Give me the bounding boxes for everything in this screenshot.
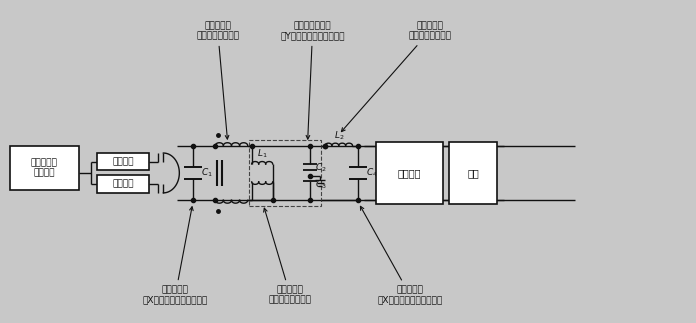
Bar <box>248 140 321 206</box>
Bar <box>10 146 79 190</box>
Text: $L_2$: $L_2$ <box>333 129 344 141</box>
Text: $C_2$: $C_2$ <box>315 161 327 174</box>
Text: 共模扼流圈
（抑制共模干扰）: 共模扼流圈 （抑制共模干扰） <box>196 21 239 139</box>
Text: $C_1$: $C_1$ <box>201 167 213 179</box>
Bar <box>376 141 443 204</box>
Text: 共模干扰: 共模干扰 <box>113 157 134 166</box>
Text: $L_1$: $L_1$ <box>257 148 267 160</box>
Text: 串模扼流圈
（抑制串模干扰）: 串模扼流圈 （抑制串模干扰） <box>342 21 451 131</box>
Text: 开关电源: 开关电源 <box>398 168 421 178</box>
Text: 来自电网的
电磁干扰: 来自电网的 电磁干扰 <box>31 158 58 178</box>
Text: 线间旁路电容器
（Y电容，抑制共模干扰）: 线间旁路电容器 （Y电容，抑制共模干扰） <box>280 21 345 139</box>
Bar <box>97 153 150 171</box>
Text: 串模干扰: 串模干扰 <box>113 180 134 189</box>
Bar <box>97 175 150 193</box>
Bar <box>450 141 497 204</box>
Text: 负载: 负载 <box>467 168 479 178</box>
Text: 跨线电容器
（X电容，抑制串模干扰）: 跨线电容器 （X电容，抑制串模干扰） <box>361 206 443 305</box>
Text: $C_4$: $C_4$ <box>367 167 379 179</box>
Text: $C_3$: $C_3$ <box>315 178 327 191</box>
Text: 串模扼流圈
（抑制串模干扰）: 串模扼流圈 （抑制串模干扰） <box>264 208 312 305</box>
Text: 跨线电容器
（X电容，抑制串模干扰）: 跨线电容器 （X电容，抑制串模干扰） <box>143 207 208 305</box>
